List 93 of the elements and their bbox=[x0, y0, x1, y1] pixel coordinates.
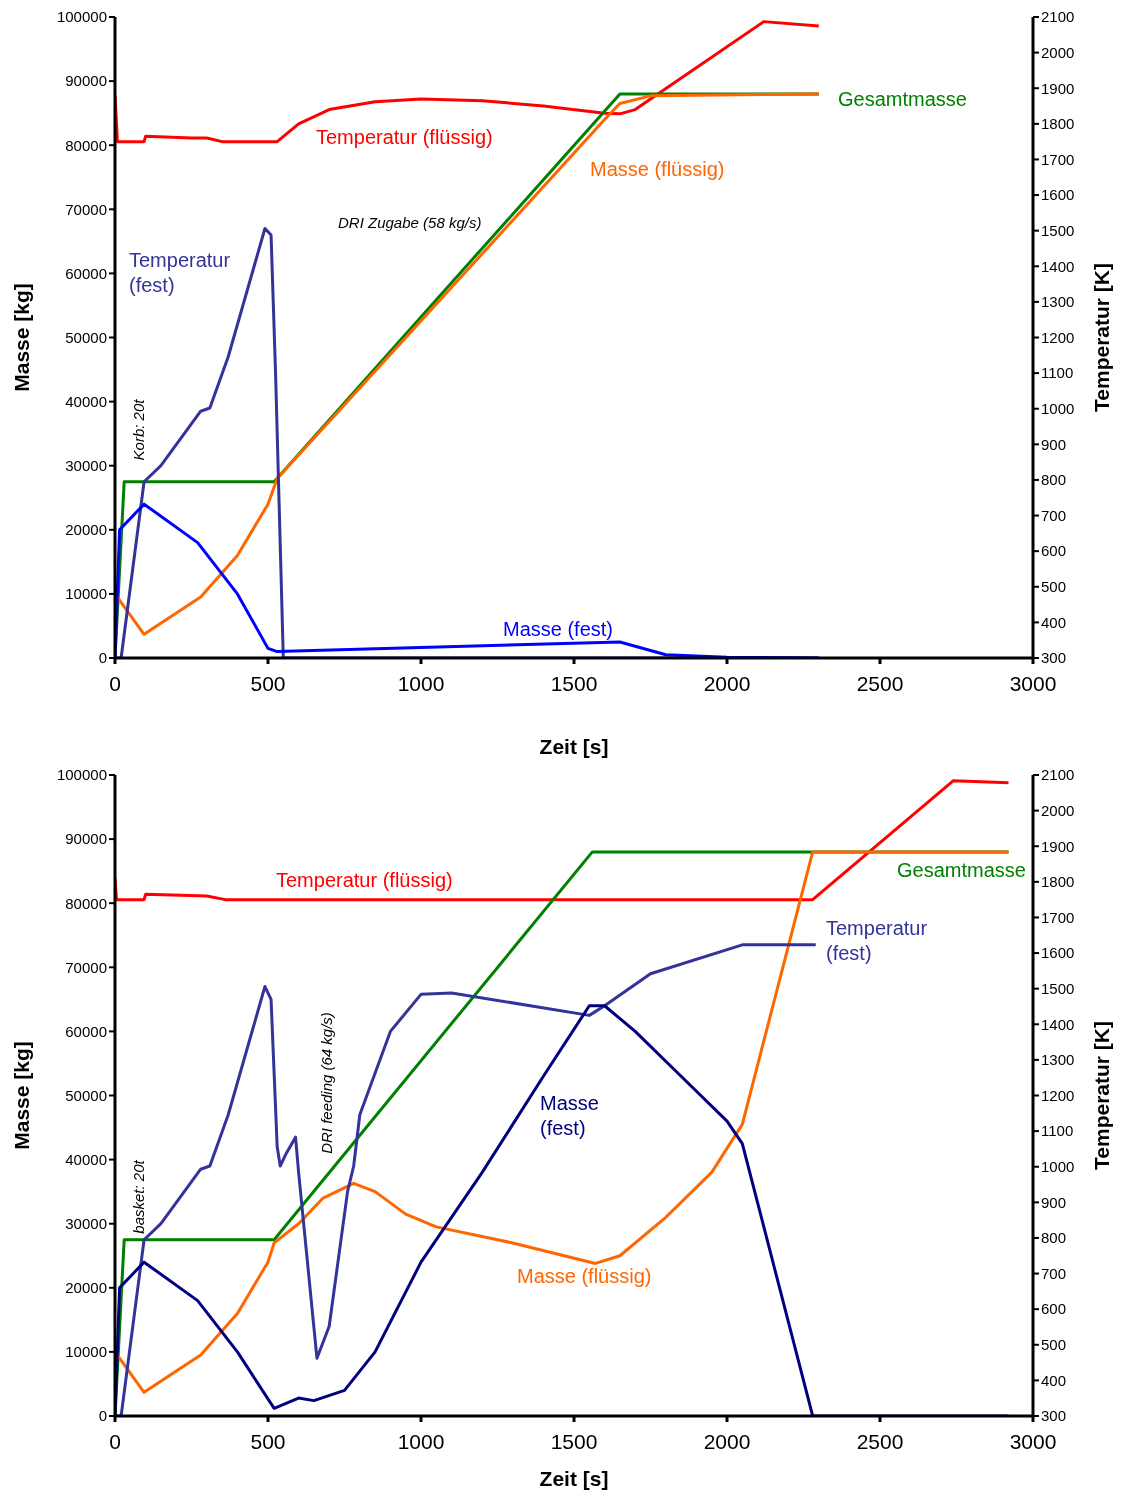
line-series bbox=[115, 502, 821, 658]
y-tick-label: 30000 bbox=[65, 1215, 107, 1233]
y-tick-label: 10000 bbox=[65, 1343, 107, 1361]
y2-tick-label: 1000 bbox=[1041, 400, 1075, 418]
y2-tick-label: 2100 bbox=[1041, 8, 1075, 26]
y2-tick-label: 2100 bbox=[1041, 766, 1075, 784]
y2-tick-label: 700 bbox=[1041, 506, 1067, 524]
y2-tick-label: 1100 bbox=[1041, 1122, 1074, 1140]
x-tick-label: 2500 bbox=[856, 671, 904, 695]
series-label: Gesamtmasse bbox=[897, 858, 1026, 883]
series-label: Temperatur (flüssig) bbox=[316, 125, 493, 150]
y2-tick-label: 600 bbox=[1041, 1300, 1067, 1318]
y2-tick-label: 900 bbox=[1041, 435, 1067, 453]
y-tick-label: 30000 bbox=[65, 457, 107, 475]
x-tick-label: 2000 bbox=[703, 1429, 751, 1453]
y2-tick-label: 900 bbox=[1041, 1193, 1067, 1211]
y-tick-label: 0 bbox=[98, 649, 107, 667]
y2-tick-label: 1200 bbox=[1041, 1086, 1075, 1104]
y2-axis-title: Temperatur [K] bbox=[1090, 263, 1114, 412]
series-label: Masse (flüssig) bbox=[517, 1264, 652, 1289]
x-tick-label: 2500 bbox=[856, 1429, 904, 1453]
y2-tick-label: 1800 bbox=[1041, 873, 1075, 891]
y2-tick-label: 2000 bbox=[1041, 801, 1075, 819]
y2-tick-label: 1300 bbox=[1041, 293, 1075, 311]
y2-tick-label: 400 bbox=[1041, 1371, 1067, 1389]
y2-tick-label: 1000 bbox=[1041, 1158, 1075, 1176]
x-tick-label: 1500 bbox=[550, 671, 598, 695]
y2-tick-label: 1600 bbox=[1041, 186, 1075, 204]
series-label: Gesamtmasse bbox=[838, 87, 967, 112]
y2-tick-label: 500 bbox=[1041, 1336, 1067, 1354]
series-label: Masse (fest) bbox=[540, 1091, 600, 1141]
y2-tick-label: 300 bbox=[1041, 649, 1067, 667]
y-tick-label: 100000 bbox=[56, 766, 107, 784]
y2-tick-label: 1600 bbox=[1041, 944, 1075, 962]
y-tick-label: 50000 bbox=[65, 1086, 107, 1104]
y2-tick-label: 300 bbox=[1041, 1407, 1067, 1425]
y2-tick-label: 1500 bbox=[1041, 979, 1075, 997]
y2-tick-label: 1800 bbox=[1041, 115, 1075, 133]
y2-tick-label: 1200 bbox=[1041, 328, 1075, 346]
y2-tick-label: 700 bbox=[1041, 1264, 1067, 1282]
y2-tick-label: 1500 bbox=[1041, 221, 1075, 239]
x-tick-label: 2000 bbox=[703, 671, 751, 695]
x-tick-label: 500 bbox=[250, 1429, 286, 1453]
y2-tick-label: 1900 bbox=[1041, 837, 1075, 855]
series-label: Temperatur (fest) bbox=[826, 916, 929, 966]
y-tick-label: 100000 bbox=[56, 8, 107, 26]
y2-tick-label: 1900 bbox=[1041, 79, 1075, 97]
x-tick-label: 3000 bbox=[1009, 1429, 1057, 1453]
y-tick-label: 70000 bbox=[65, 958, 107, 976]
x-tick-label: 1000 bbox=[397, 671, 445, 695]
series-label: Temperatur (flüssig) bbox=[276, 868, 453, 893]
y-tick-label: 40000 bbox=[65, 392, 107, 410]
y2-tick-label: 2000 bbox=[1041, 43, 1075, 61]
y-axis-title: Masse [kg] bbox=[10, 283, 34, 392]
y-tick-label: 80000 bbox=[65, 136, 107, 154]
y-tick-label: 40000 bbox=[65, 1150, 107, 1168]
y2-tick-label: 500 bbox=[1041, 578, 1067, 596]
y-tick-label: 20000 bbox=[65, 1279, 107, 1297]
y2-tick-label: 600 bbox=[1041, 542, 1067, 560]
y2-tick-label: 1400 bbox=[1041, 257, 1075, 275]
x-axis-title: Zeit [s] bbox=[539, 735, 609, 758]
y-tick-label: 80000 bbox=[65, 894, 107, 912]
series-label: Masse (fest) bbox=[503, 617, 614, 642]
y-tick-label: 60000 bbox=[65, 1022, 107, 1040]
x-tick-label: 500 bbox=[250, 671, 286, 695]
y2-tick-label: 1700 bbox=[1041, 150, 1075, 168]
y-tick-label: 70000 bbox=[65, 200, 107, 218]
annotation: Korb: 20t bbox=[129, 399, 147, 461]
y-axis-title: Masse [kg] bbox=[10, 1041, 34, 1150]
y-tick-label: 90000 bbox=[65, 830, 107, 848]
y-tick-label: 60000 bbox=[65, 264, 107, 282]
x-axis-title: Zeit [s] bbox=[539, 1467, 609, 1490]
x-tick-label: 3000 bbox=[1009, 671, 1057, 695]
annotation: DRI feeding (64 kg/s) bbox=[317, 1012, 335, 1154]
x-tick-label: 1000 bbox=[397, 1429, 445, 1453]
y2-axis-title: Temperatur [K] bbox=[1090, 1021, 1114, 1170]
y-tick-label: 50000 bbox=[65, 328, 107, 346]
annotation: basket: 20t bbox=[129, 1160, 147, 1234]
series-label: Temperatur (fest) bbox=[129, 248, 232, 298]
y-tick-label: 20000 bbox=[65, 521, 107, 539]
y2-tick-label: 1400 bbox=[1041, 1015, 1075, 1033]
y2-tick-label: 1100 bbox=[1041, 364, 1074, 382]
series-label: Masse (flüssig) bbox=[590, 157, 725, 182]
annotation: DRI Zugabe (58 kg/s) bbox=[338, 214, 482, 231]
x-tick-label: 1500 bbox=[550, 1429, 598, 1453]
y-tick-label: 0 bbox=[98, 1407, 107, 1425]
y2-tick-label: 1300 bbox=[1041, 1051, 1075, 1069]
y2-tick-label: 1700 bbox=[1041, 908, 1075, 926]
y-tick-label: 10000 bbox=[65, 585, 107, 603]
y2-tick-label: 400 bbox=[1041, 613, 1067, 631]
y2-tick-label: 800 bbox=[1041, 471, 1067, 489]
y-tick-label: 90000 bbox=[65, 72, 107, 90]
y2-tick-label: 800 bbox=[1041, 1229, 1067, 1247]
